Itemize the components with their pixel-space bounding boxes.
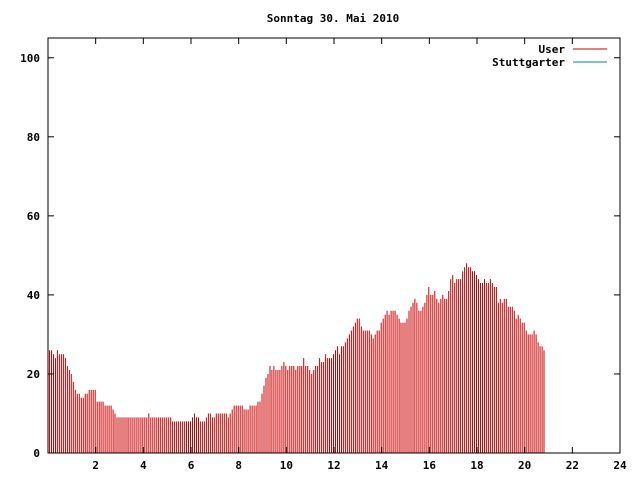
y-tick-label-20: 20	[27, 368, 40, 381]
y-tick-label-60: 60	[27, 210, 40, 223]
y-tick-label-100: 100	[20, 52, 40, 65]
x-tick-label-2: 2	[92, 459, 99, 472]
legend: User Stuttgarter	[492, 43, 607, 69]
y-axis: 0 20 40 60 80 100	[20, 52, 620, 460]
chart-title: Sonntag 30. Mai 2010	[267, 12, 399, 25]
y-tick-label-40: 40	[27, 289, 40, 302]
x-tick-label-22: 22	[566, 459, 579, 472]
x-tick-label-18: 18	[470, 459, 483, 472]
y-tick-label-80: 80	[27, 131, 40, 144]
legend-label-user: User	[539, 43, 566, 56]
x-tick-label-20: 20	[518, 459, 531, 472]
x-axis: 2 4 6 8 10 12 14 16 18 20 22 24	[92, 38, 627, 472]
legend-label-stuttgarter: Stuttgarter	[492, 56, 565, 69]
x-tick-label-6: 6	[188, 459, 195, 472]
x-tick-label-10: 10	[280, 459, 293, 472]
y-tick-label-0: 0	[33, 447, 40, 460]
x-tick-label-16: 16	[423, 459, 437, 472]
x-tick-label-12: 12	[327, 459, 340, 472]
x-tick-label-8: 8	[235, 459, 242, 472]
x-tick-label-14: 14	[375, 459, 389, 472]
bars-group	[49, 263, 545, 453]
x-tick-label-4: 4	[140, 459, 147, 472]
x-tick-label-24: 24	[613, 459, 627, 472]
